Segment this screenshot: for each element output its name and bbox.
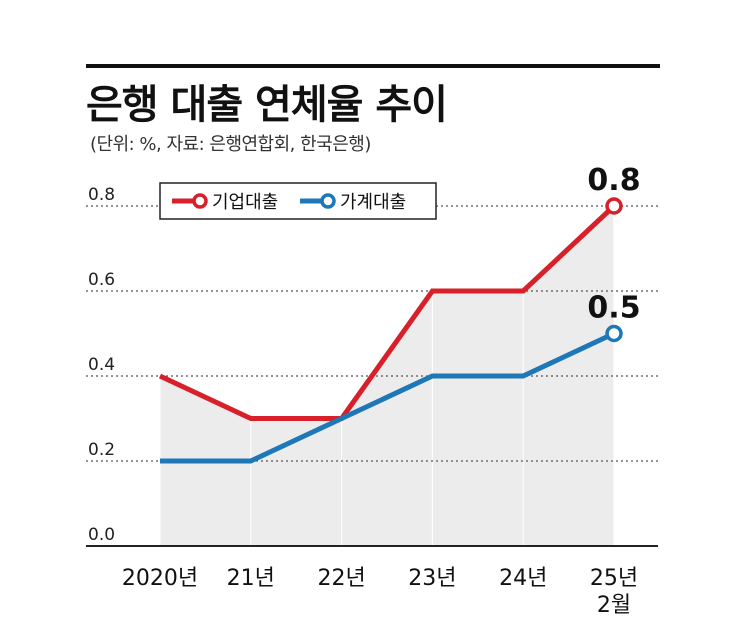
y-tick-label: 0.2	[88, 440, 115, 460]
x-tick-label: 22년	[317, 566, 365, 591]
x-tick-label: 25년	[590, 566, 638, 591]
x-tick-label: 24년	[499, 566, 547, 591]
chart-title: 은행 대출 연체율 추이	[86, 82, 448, 128]
legend-marker-household-loan	[320, 193, 336, 209]
y-tick-label: 0.8	[88, 185, 115, 205]
x-tick-label: 2020년	[122, 566, 198, 591]
legend-label-household-loan: 가계대출	[340, 192, 406, 213]
top-rule	[86, 64, 660, 68]
household-loan-end-marker	[605, 324, 623, 343]
corporate-loan-end-label: 0.8	[587, 163, 640, 198]
legend-label-corporate-loan: 기업대출	[212, 192, 278, 213]
y-tick-label: 0.4	[88, 355, 115, 375]
x-tick-label: 21년	[227, 566, 275, 591]
y-tick-label: 0.6	[88, 270, 115, 290]
x-tick-label: 2월	[597, 593, 631, 618]
y-tick-label: 0.0	[88, 525, 115, 545]
legend-marker-corporate-loan	[192, 193, 208, 209]
household-loan-line	[160, 331, 616, 464]
household-loan-end-label: 0.5	[587, 291, 640, 326]
x-tick-label: 23년	[408, 566, 456, 591]
corporate-loan-end-marker	[605, 197, 623, 215]
corporate-loan-line	[158, 204, 616, 421]
chart-subtitle: (단위: %, 자료: 은행연합회, 한국은행)	[90, 134, 371, 155]
